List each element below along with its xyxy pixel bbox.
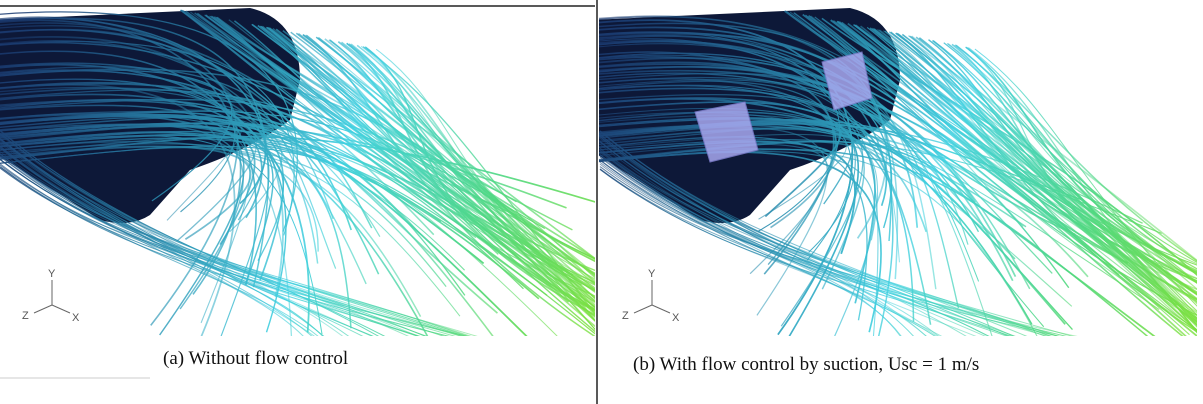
- streamline: [365, 47, 600, 312]
- caption: (b) With flow control by suction, Usc = …: [633, 354, 979, 375]
- panel-b-image: Y Z X: [590, 8, 1200, 348]
- triad-axis: [52, 305, 70, 313]
- axis-label: X: [672, 312, 680, 324]
- axis-label: Z: [22, 310, 29, 322]
- caption: (a) Without flow control: [163, 348, 348, 369]
- triad-axis: [634, 305, 652, 313]
- triad-axis: [34, 305, 52, 313]
- axis-label: Z: [622, 310, 629, 322]
- axis-label: Y: [48, 268, 56, 280]
- triad-axis: [652, 305, 670, 313]
- axis-label: Y: [648, 268, 656, 280]
- figure: Y Z X Y Z X (a) Without flow control (b) Wit…: [0, 0, 1203, 404]
- axis-label: X: [72, 312, 80, 324]
- panel-a-image: Y Z X: [0, 8, 608, 348]
